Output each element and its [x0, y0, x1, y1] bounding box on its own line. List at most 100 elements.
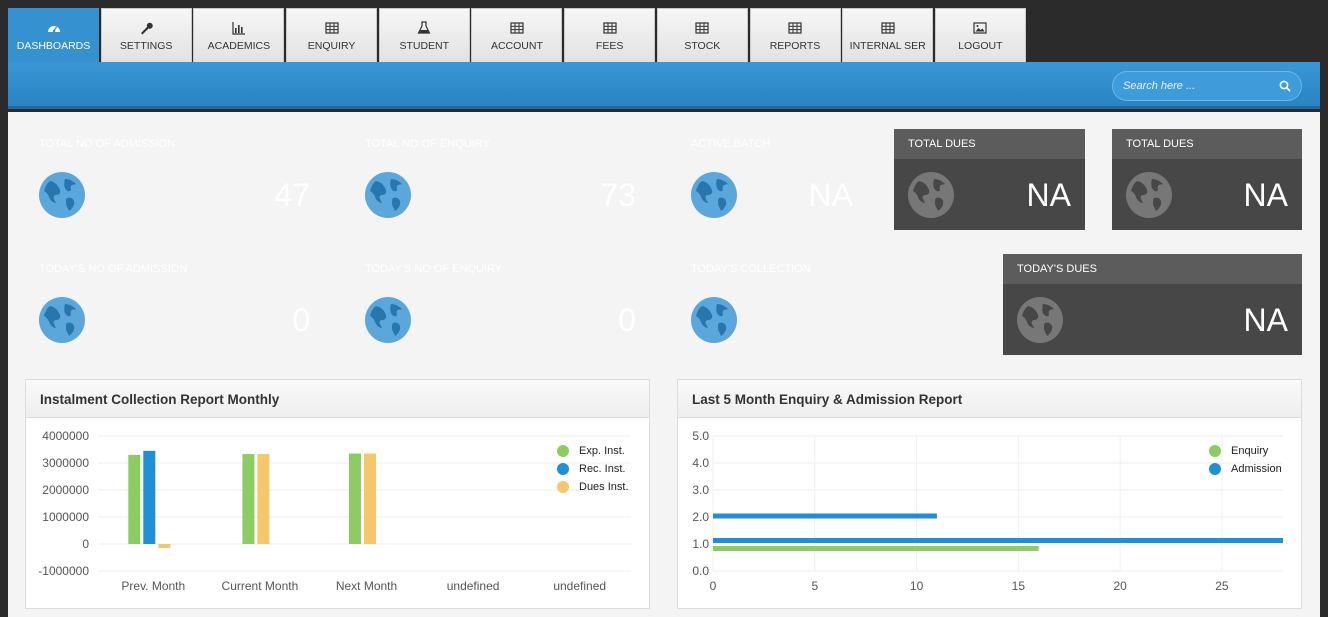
enquiry-admission-chart-panel: Last 5 Month Enquiry & Admission Report … — [677, 379, 1302, 609]
image-icon — [973, 21, 987, 34]
y-tick-label: 2.0 — [692, 510, 709, 524]
y-tick-label: 2000000 — [42, 483, 89, 497]
card-value: NA — [1026, 177, 1071, 213]
x-tick-label: 10 — [910, 579, 924, 593]
bar-exp-inst- — [242, 454, 255, 544]
legend-dot — [557, 481, 569, 493]
bar-admission — [713, 513, 937, 519]
bar-rec-inst- — [143, 450, 156, 544]
y-tick-label: 1.0 — [692, 537, 709, 551]
bar-chart-icon — [232, 21, 245, 35]
stat-card-today-dues: TODAY'S DUES NA — [1003, 254, 1302, 355]
tab-label: ACADEMICS — [207, 39, 271, 52]
x-tick-label: Prev. Month — [121, 579, 185, 593]
instalment-chart-panel: Instalment Collection Report Monthly 400… — [25, 379, 650, 609]
tab-enquiry[interactable]: ENQUIRY — [286, 8, 378, 62]
tab-settings[interactable]: SETTINGS — [100, 8, 192, 62]
card-value: NA — [1243, 302, 1288, 338]
globe-icon — [1017, 297, 1063, 343]
legend-label: Enquiry — [1231, 445, 1269, 457]
card-value: NA — [1243, 177, 1288, 213]
tab-label: INTERNAL SER — [849, 39, 926, 52]
tab-label: ACCOUNT — [490, 39, 543, 52]
x-tick-label: 20 — [1113, 579, 1127, 593]
tab-student[interactable]: STUDENT — [378, 8, 470, 62]
chart-legend: Exp. Inst. Rec. Inst. Dues Inst. — [557, 442, 629, 496]
card-value: 73 — [600, 177, 636, 213]
tab-dashboards[interactable]: DASHBOARDS — [8, 8, 99, 62]
bar-enquiry — [713, 546, 1039, 551]
card-value: 0 — [292, 302, 310, 338]
globe-icon — [1126, 172, 1172, 218]
main-nav-tabs: DASHBOARDS SETTINGS ACADEMICS ENQUIRY STUDEN… — [8, 8, 1028, 62]
top-bar — [8, 62, 1320, 109]
y-tick-label: -1000000 — [38, 564, 89, 578]
x-tick-label: Current Month — [222, 579, 299, 593]
y-tick-label: 5.0 — [692, 429, 709, 443]
legend-dot — [1209, 463, 1221, 475]
card-title: TOTAL DUES — [894, 129, 1085, 159]
search-box[interactable] — [1112, 71, 1302, 101]
legend-label: Dues Inst. — [579, 481, 629, 493]
bar-exp-inst- — [349, 453, 361, 544]
x-tick-label: 15 — [1012, 579, 1026, 593]
y-tick-label: 0 — [82, 537, 89, 551]
tab-academics[interactable]: ACADEMICS — [193, 8, 285, 62]
tab-fees[interactable]: FEES — [564, 8, 656, 62]
bar-exp-inst- — [128, 454, 141, 544]
card-title: TOTAL NO OF ENQUIRY — [365, 138, 490, 150]
card-title: TODAY'S NO OF ADMISSION — [39, 263, 188, 275]
tab-reports[interactable]: REPORTS — [749, 8, 841, 62]
card-title: TODAY'S COLLECTION — [691, 263, 811, 275]
dashboard-content: TOTAL NO OF ADMISSION 47 TOTAL NO OF ENQ… — [8, 112, 1320, 617]
table-icon — [695, 21, 709, 34]
x-tick-label: 5 — [811, 579, 818, 593]
tab-stock[interactable]: STOCK — [656, 8, 748, 62]
search-icon[interactable] — [1279, 80, 1291, 92]
y-tick-label: 3000000 — [42, 456, 89, 470]
tab-account[interactable]: ACCOUNT — [471, 8, 563, 62]
y-tick-label: 4000000 — [42, 429, 89, 443]
globe-icon — [365, 297, 411, 343]
globe-icon — [39, 297, 85, 343]
x-tick-label: 0 — [710, 579, 717, 593]
stat-card-total-enquiry: TOTAL NO OF ENQUIRY 73 — [351, 129, 650, 230]
x-tick-label: undefined — [447, 579, 500, 593]
y-tick-label: 4.0 — [692, 456, 709, 470]
stat-card-active-batch: ACTIVE BATCH NA — [677, 129, 867, 230]
x-tick-label: undefined — [553, 579, 606, 593]
flask-icon — [417, 20, 431, 34]
tab-label: ENQUIRY — [307, 39, 356, 52]
legend-item: Enquiry — [1209, 442, 1282, 460]
globe-icon — [39, 172, 85, 218]
bar-dues-inst- — [257, 454, 270, 544]
card-value: 0 — [618, 302, 636, 338]
search-input[interactable] — [1123, 80, 1279, 92]
legend-dot — [557, 445, 569, 457]
stat-card-today-admission: TODAY'S NO OF ADMISSION 0 — [25, 254, 324, 355]
stat-card-today-enquiry: TODAY'S NO OF ENQUIRY 0 — [351, 254, 650, 355]
enquiry-admission-bar-chart: 5.0 4.0 3.0 2.0 1.0 0.00 5 10 15 20 25 — [692, 429, 1283, 593]
stat-card-total-admission: TOTAL NO OF ADMISSION 47 — [25, 129, 324, 230]
chart-legend: Enquiry Admission — [1209, 442, 1282, 478]
table-icon — [510, 21, 524, 34]
tab-label: LOGOUT — [958, 39, 1003, 52]
stat-card-today-collection: TODAY'S COLLECTION — [677, 254, 976, 355]
card-title: TOTAL NO OF ADMISSION — [39, 138, 176, 150]
tab-label: DASHBOARDS — [16, 39, 91, 52]
table-icon — [788, 21, 802, 34]
tab-internal-ser[interactable]: INTERNAL SER — [842, 8, 934, 62]
legend-item: Admission — [1209, 460, 1282, 478]
legend-label: Admission — [1231, 463, 1282, 475]
bar-dues-inst- — [364, 453, 376, 544]
card-title: TODAY'S DUES — [1003, 254, 1302, 284]
tab-label: STOCK — [684, 39, 721, 52]
table-icon — [324, 21, 339, 34]
tab-label: REPORTS — [769, 39, 821, 52]
legend-item: Dues Inst. — [557, 478, 629, 496]
legend-dot — [557, 463, 569, 475]
tab-logout[interactable]: LOGOUT — [934, 8, 1026, 62]
legend-item: Rec. Inst. — [557, 460, 629, 478]
stat-card-total-dues: TOTAL DUES NA — [894, 129, 1085, 230]
wrench-icon — [141, 22, 153, 34]
